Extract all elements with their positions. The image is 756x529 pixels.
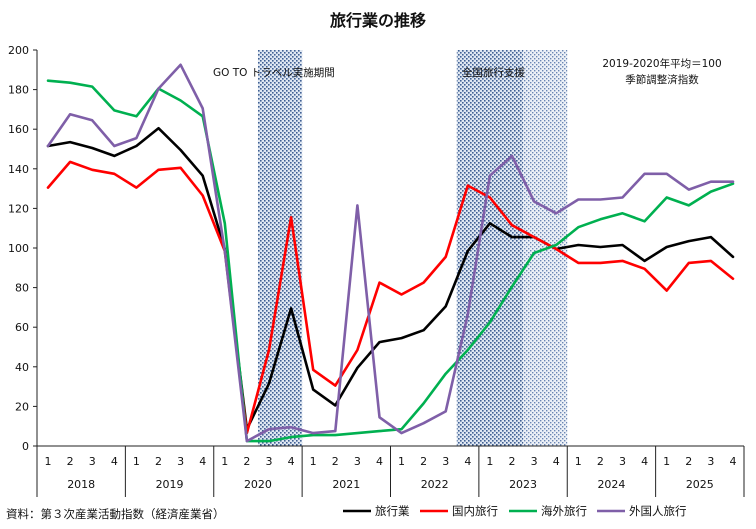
x-quarter-label: 2 — [597, 455, 604, 468]
y-tick-label: 140 — [8, 163, 29, 176]
x-quarter-label: 2 — [67, 455, 74, 468]
y-axis: 0 20 40 60 80 100 120 140 160 180 200 — [8, 44, 37, 453]
series-line-2 — [46, 79, 735, 443]
x-quarter-label: 2 — [685, 455, 692, 468]
x-quarter-label: 3 — [177, 455, 184, 468]
x-year-label: 2023 — [509, 478, 537, 491]
y-tick-label: 80 — [15, 282, 29, 295]
x-quarter-label: 2 — [332, 455, 339, 468]
travel-support-shade — [456, 50, 524, 446]
x-quarter-label: 1 — [398, 455, 405, 468]
y-tick-label: 120 — [8, 202, 29, 215]
legend: 旅行業 国内旅行 海外旅行 外国人旅行 — [343, 504, 687, 518]
x-quarter-label: 1 — [310, 455, 317, 468]
x-quarter-label: 3 — [89, 455, 96, 468]
national-travel-support-label: 全国旅行支援 — [462, 66, 525, 79]
x-quarter-label: 2 — [509, 455, 516, 468]
x-quarter-label: 3 — [265, 455, 272, 468]
x-axis: 1 2 3 4 1 2 3 4 1 2 3 4 1 2 3 4 1 2 3 4 1 2 3 4 1 2 3 4 1 2 3 4 2018 2019… — [36, 446, 745, 497]
x-quarter-label: 1 — [221, 455, 228, 468]
x-year-label: 2025 — [686, 478, 714, 491]
x-quarter-label: 3 — [442, 455, 449, 468]
note-seasonal: 季節調整済指数 — [625, 73, 699, 86]
y-tick-label: 100 — [8, 242, 29, 255]
x-year-label: 2021 — [332, 478, 360, 491]
x-quarter-label: 4 — [641, 455, 648, 468]
y-tick-label: 0 — [22, 440, 29, 453]
x-quarter-label: 3 — [707, 455, 714, 468]
x-year-label: 2022 — [421, 478, 449, 491]
x-quarter-label: 2 — [420, 455, 427, 468]
x-year-label: 2019 — [156, 478, 184, 491]
x-quarter-label: 1 — [133, 455, 140, 468]
shaded-periods — [257, 50, 568, 446]
chart-title: 旅行業の推移 — [330, 11, 426, 30]
x-quarter-label: 4 — [199, 455, 206, 468]
note-base-year: 2019-2020年平均＝100 — [602, 57, 721, 70]
legend-label-3: 外国人旅行 — [629, 504, 687, 518]
x-quarter-label: 1 — [486, 455, 493, 468]
x-quarter-label: 1 — [575, 455, 582, 468]
x-quarter-label: 4 — [464, 455, 471, 468]
x-quarter-label: 4 — [376, 455, 383, 468]
x-quarter-label: 3 — [619, 455, 626, 468]
y-tick-label: 60 — [15, 321, 29, 334]
x-quarter-label: 4 — [729, 455, 736, 468]
y-tick-label: 160 — [8, 123, 29, 136]
series-line-0 — [46, 126, 735, 431]
series-lines — [46, 63, 735, 443]
y-tick-label: 200 — [8, 44, 29, 57]
x-quarter-label: 3 — [531, 455, 538, 468]
x-quarter-label: 2 — [243, 455, 250, 468]
series-line-3 — [46, 63, 735, 443]
x-quarter-label: 4 — [111, 455, 118, 468]
x-quarter-label: 2 — [155, 455, 162, 468]
series-line-1 — [46, 160, 735, 435]
x-quarter-label: 1 — [45, 455, 52, 468]
x-year-label: 2018 — [67, 478, 95, 491]
y-tick-label: 180 — [8, 84, 29, 97]
x-quarter-label: 1 — [663, 455, 670, 468]
y-tick-label: 20 — [15, 400, 29, 413]
goto-travel-label: GO TO トラベル実施期間 — [213, 66, 335, 79]
legend-label-2: 海外旅行 — [541, 504, 587, 518]
legend-label-0: 旅行業 — [375, 504, 410, 518]
x-quarter-label: 4 — [553, 455, 560, 468]
x-quarter-label: 3 — [354, 455, 361, 468]
source-note: 資料：第３次産業活動指数（経済産業省） — [6, 507, 225, 521]
x-quarter-label: 4 — [288, 455, 295, 468]
x-year-label: 2020 — [244, 478, 272, 491]
legend-label-1: 国内旅行 — [452, 504, 498, 518]
y-tick-label: 40 — [15, 361, 29, 374]
x-year-label: 2024 — [597, 478, 625, 491]
